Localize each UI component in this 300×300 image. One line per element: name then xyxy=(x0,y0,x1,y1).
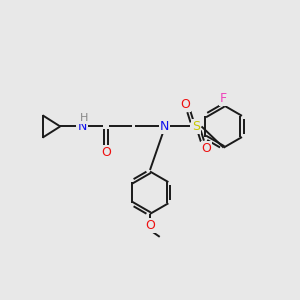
Text: N: N xyxy=(160,120,169,133)
Text: F: F xyxy=(220,92,227,105)
Text: O: O xyxy=(202,142,212,155)
Text: O: O xyxy=(145,219,155,232)
Text: S: S xyxy=(192,120,200,133)
Text: O: O xyxy=(101,146,111,159)
Text: N: N xyxy=(78,120,87,133)
Text: O: O xyxy=(180,98,190,111)
Text: H: H xyxy=(80,113,88,123)
